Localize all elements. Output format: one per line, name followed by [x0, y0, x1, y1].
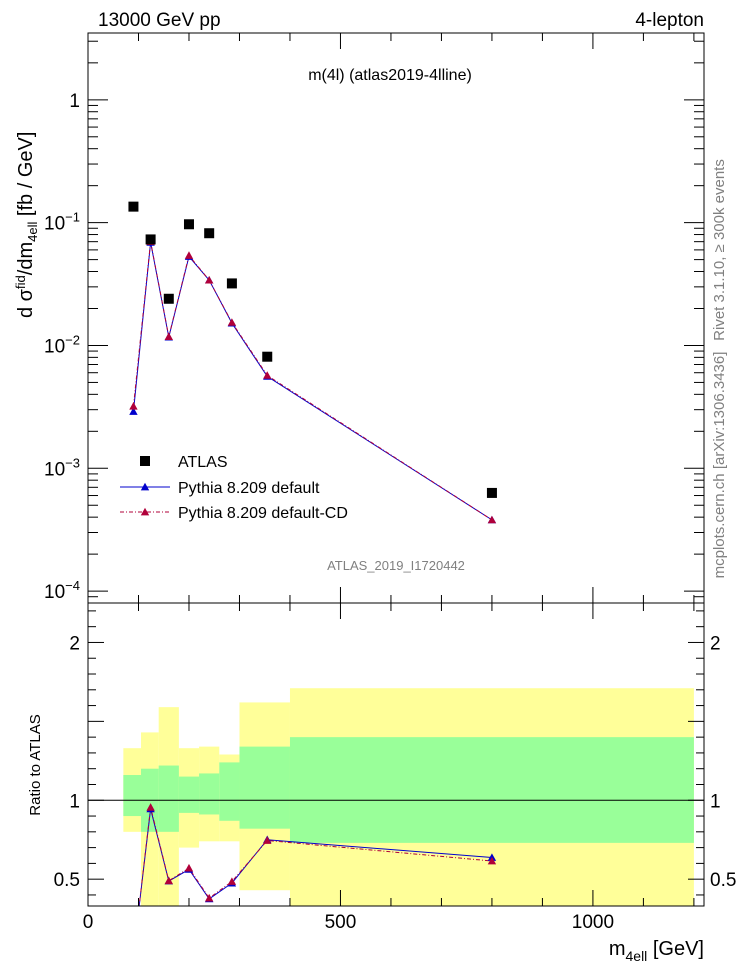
ratio-point-pythia-default-cd: [263, 836, 272, 844]
y-tick-base: 10: [44, 459, 65, 480]
ratio-y-tick-label-right: 1: [710, 791, 721, 812]
y-tick-base: 10: [44, 214, 65, 235]
y-label-sup: fid: [13, 275, 28, 289]
rivet-label: Rivet 3.1.10, ≥ 300k events: [711, 159, 728, 341]
ratio-point-pythia-default-cd: [146, 803, 155, 811]
y-tick-exponent: −1: [65, 210, 80, 225]
ratio-y-tick-label: 2: [69, 633, 80, 654]
data-point-atlas: [163, 293, 174, 304]
ratio-plot-frame: [87, 602, 705, 907]
analysis-watermark: ATLAS_2019_I1720442: [327, 558, 465, 573]
legend: ATLAS Pythia 8.209 default Pythia 8.209 de…: [120, 454, 348, 522]
ratio-point-pythia-default-cd: [164, 876, 173, 885]
ratio-point-pythia-default-cd: [184, 863, 194, 872]
data-point-pythia-default-cd: [227, 318, 237, 326]
data-point-atlas: [262, 351, 273, 362]
ratio-y-tick-label-right: 2: [710, 633, 721, 654]
header-right-label: 4-lepton: [635, 10, 704, 31]
data-point-pythia-default-cd: [184, 251, 194, 259]
y-tick-label: 10−2: [44, 332, 80, 357]
data-point-pythia-default-cd: [487, 515, 497, 524]
y-label-mid: /dm: [15, 242, 37, 275]
data-point-pythia-default-cd: [204, 275, 214, 284]
ratio-point-pythia-default-cd: [227, 877, 237, 885]
data-point-atlas: [183, 219, 194, 230]
x-label-main: m: [609, 938, 626, 960]
data-point-pythia-default-cd: [164, 332, 173, 340]
x-tick-label: 0: [83, 912, 94, 933]
y-label-sub: 4ell: [25, 222, 40, 242]
ratio-band-green: [123, 775, 142, 817]
data-point-atlas: [145, 234, 156, 245]
y-tick-label: 1: [69, 91, 80, 112]
y-tick-base: 10: [44, 336, 65, 357]
legend-label: ATLAS: [178, 454, 228, 471]
legend-label: Pythia 8.209 default: [178, 480, 320, 497]
main-y-axis-label: d σfid/dm4ell [fb / GeV]: [13, 132, 40, 318]
ratio-band-green: [158, 765, 179, 832]
ratio-point-pythia-default-cd: [204, 893, 214, 902]
legend-marker-triangle: [140, 507, 150, 516]
data-point-atlas: [486, 487, 497, 498]
ratio-band-green: [219, 762, 240, 821]
main-plot-title: m(4l) (atlas2019-4lline): [308, 67, 472, 84]
y-tick-base: 10: [44, 582, 65, 603]
x-label-units: [GeV]: [647, 938, 704, 960]
data-point-pythia-default-cd: [263, 371, 272, 379]
ratio-y-tick-label-right: 0.5: [710, 870, 736, 891]
x-tick-label: 500: [325, 912, 357, 933]
ratio-band-green: [178, 776, 200, 813]
ratio-y-tick-label: 0.5: [54, 870, 80, 891]
y-label-units: [fb / GeV]: [15, 132, 37, 222]
legend-marker-triangle: [140, 482, 150, 491]
mcplots-label: mcplots.cern.ch [arXiv:1306.3436]: [711, 352, 728, 579]
ratio-line-pythia-default-cd: [138, 807, 492, 906]
y-label-main: d σ: [15, 288, 37, 318]
data-point-atlas: [128, 201, 139, 212]
header-left-label: 13000 GeV pp: [98, 10, 221, 31]
legend-label: Pythia 8.209 default-CD: [178, 505, 348, 522]
legend-marker-atlas: [140, 456, 150, 466]
data-point-pythia-default: [129, 407, 138, 415]
x-axis-label: m4ell [GeV]: [609, 938, 704, 964]
y-tick-exponent: −2: [65, 332, 80, 347]
main-plot-panel: m(4l) (atlas2019-4lline) ATLAS_2019_I172…: [13, 32, 705, 604]
data-point-pythia-default-cd: [129, 402, 138, 410]
ratio-plot-panel: Ratio to ATLAS m4ell [GeV] 0.5 0.5 1 1 2 2 0 50…: [27, 602, 736, 964]
ratio-band-green: [289, 737, 694, 843]
x-tick-label: 1000: [572, 912, 614, 933]
series-line-pythia-default-cd: [132, 241, 493, 521]
x-label-sub: 4ell: [626, 948, 648, 964]
y-tick-exponent: −3: [65, 455, 80, 470]
y-tick-exponent: −4: [65, 578, 80, 593]
y-tick-base: 1: [69, 91, 80, 112]
data-point-atlas: [204, 228, 215, 239]
data-point-atlas: [226, 278, 237, 289]
y-tick-label: 10−1: [44, 210, 80, 235]
ratio-y-axis-label: Ratio to ATLAS: [27, 714, 44, 815]
ratio-band-green: [199, 773, 220, 815]
series-line-pythia-default: [132, 242, 493, 521]
ratio-y-tick-label: 1: [69, 791, 80, 812]
y-tick-label: 10−4: [44, 578, 80, 603]
y-tick-label: 10−3: [44, 455, 80, 480]
ratio-point-pythia-default-cd: [487, 856, 497, 865]
ratio-band-green: [239, 746, 290, 829]
